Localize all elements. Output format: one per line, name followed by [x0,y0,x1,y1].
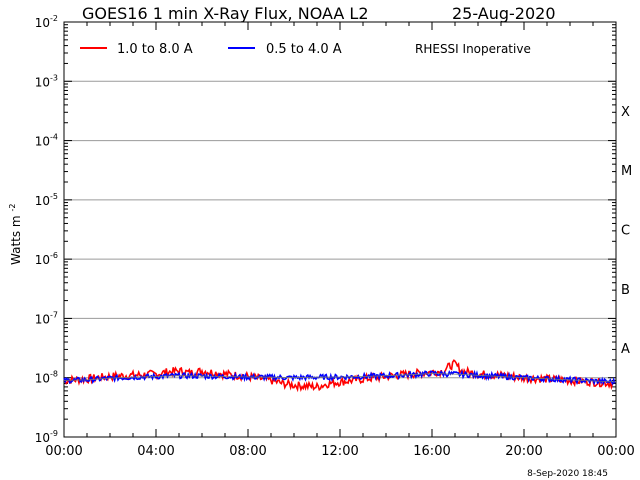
chart-date: 25-Aug-2020 [452,4,556,23]
series-lines [63,359,617,393]
y-tick-base: 10 [35,75,50,89]
y-tick-exponent: -2 [50,14,58,23]
y-axis-label-exponent: -2 [8,204,17,212]
y-tick-base: 10 [35,253,50,267]
y-tick-label: 10-4 [35,133,58,149]
x-tick-label: 00:00 [597,444,634,459]
y-tick-exponent: -7 [50,310,58,319]
x-tick-label: 08:00 [229,444,266,459]
flare-class-x: X [621,105,630,120]
y-tick-label: 10-8 [35,370,58,386]
x-tick-label: 12:00 [321,444,358,459]
rhessi-annotation: RHESSI Inoperative [415,42,531,56]
y-tick-label: 10-5 [35,192,58,208]
y-tick-base: 10 [35,194,50,208]
legend: 1.0 to 8.0 A 0.5 to 4.0 A RHESSI Inopera… [80,42,531,57]
background-level-line [63,373,617,383]
generated-timestamp: 8-Sep-2020 18:45 [527,469,608,479]
y-tick-base: 10 [35,312,50,326]
y-tick-exponent: -6 [50,251,58,260]
flare-class-c: C [621,224,630,239]
y-tick-exponent: -4 [50,133,58,142]
y-tick-exponent: -8 [50,370,58,379]
flare-class-b: B [621,283,630,298]
y-tick-base: 10 [35,372,50,386]
y-tick-exponent: -3 [50,73,58,82]
plot-frame [63,21,617,438]
y-tick-label: 10-9 [35,429,58,445]
flare-class-labels: A B C M X [621,105,632,357]
y-tick-base: 10 [35,16,50,30]
legend-label-high-band: 0.5 to 4.0 A [266,42,342,57]
legend-label-low-band: 1.0 to 8.0 A [117,42,193,57]
y-tick-exponent: -9 [50,429,58,438]
x-tick-label: 16:00 [413,444,450,459]
y-axis: 10-910-810-710-610-510-410-310-2 [35,14,616,445]
y-tick-base: 10 [35,431,50,445]
y-tick-exponent: -5 [50,192,58,201]
x-tick-label: 00:00 [45,444,82,459]
y-tick-label: 10-2 [35,14,58,30]
y-tick-label: 10-7 [35,310,58,326]
y-axis-label-base: Watts m [9,215,23,265]
x-axis: 00:00 04:00 08:00 12:00 16:00 20:00 00:00 [45,22,635,459]
y-tick-label: 10-6 [35,251,58,267]
flare-class-a: A [621,342,630,357]
x-tick-label: 04:00 [137,444,174,459]
x-tick-label: 20:00 [505,444,542,459]
series-line-1 [63,369,616,386]
chart-title: GOES16 1 min X-Ray Flux, NOAA L2 [82,4,369,23]
y-axis-label: Watts m -2 [8,204,23,265]
y-tick-label: 10-3 [35,73,58,89]
flare-class-m: M [621,164,632,179]
y-tick-base: 10 [35,135,50,149]
